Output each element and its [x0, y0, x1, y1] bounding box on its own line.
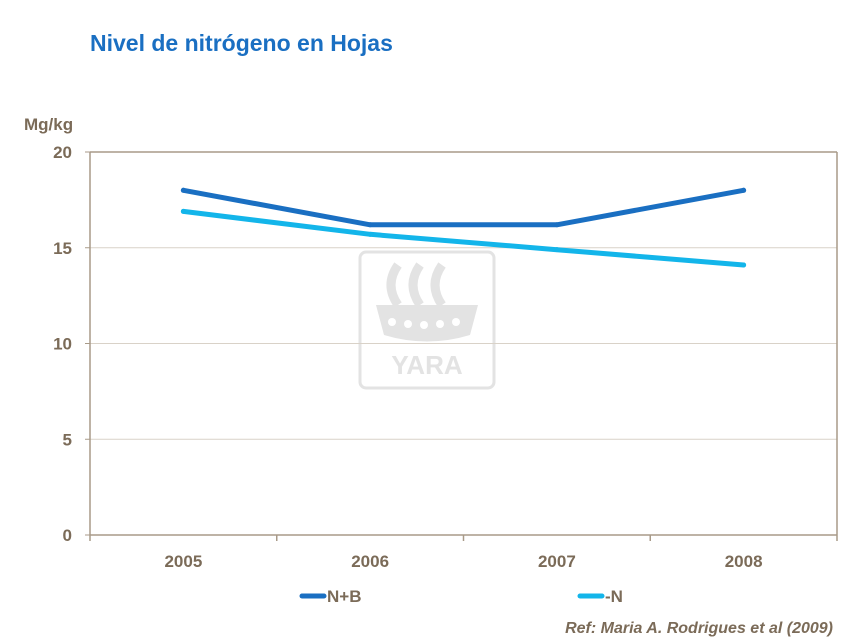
- data-point: [367, 231, 373, 237]
- series-line-1: [180, 187, 747, 228]
- legend-label: -N: [605, 587, 623, 606]
- x-tick-label: 2007: [538, 552, 576, 571]
- y-tick-label: 20: [53, 143, 72, 162]
- y-tick-label: 0: [63, 526, 72, 545]
- data-point: [180, 187, 186, 193]
- y-tick-label: 10: [53, 335, 72, 354]
- legend-label: N+B: [327, 587, 361, 606]
- data-point: [741, 187, 747, 193]
- watermark-text: YARA: [391, 350, 463, 380]
- y-axis-label: Mg/kg: [24, 115, 73, 134]
- series-line-2: [180, 208, 747, 268]
- y-tick-label: 15: [53, 239, 72, 258]
- data-point: [741, 262, 747, 268]
- data-point: [367, 222, 373, 228]
- data-point: [180, 208, 186, 214]
- data-point: [554, 222, 560, 228]
- y-tick-label: 5: [63, 430, 72, 449]
- data-point: [554, 247, 560, 253]
- chart-title: Nivel de nitrógeno en Hojas: [90, 30, 393, 56]
- x-tick-label: 2006: [351, 552, 389, 571]
- reference-citation: Ref: Maria A. Rodrigues et al (2009): [565, 620, 833, 637]
- yara-logo-watermark: YARA: [358, 250, 496, 390]
- x-tick-label: 2005: [164, 552, 202, 571]
- x-tick-label: 2008: [725, 552, 763, 571]
